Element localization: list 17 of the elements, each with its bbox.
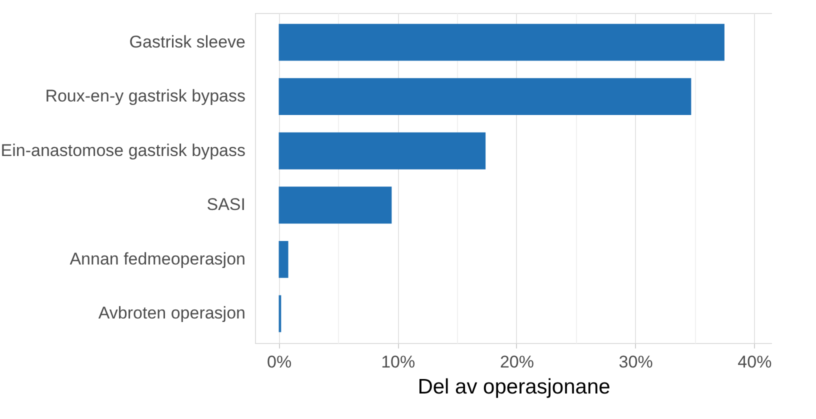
x-axis-title: Del av operasjonane (418, 376, 610, 398)
y-tick-label: Ein-anastomose gastrisk bypass (0, 140, 246, 160)
y-tick-label: SASI (206, 195, 246, 214)
bar (278, 240, 288, 278)
y-tick-label: Avbroten operasjon (98, 304, 246, 323)
y-tick-label: Annan fedmeoperasjon (70, 249, 246, 268)
x-tick-label: 10% (381, 352, 416, 372)
bar (278, 24, 724, 61)
x-tick-label: 20% (500, 352, 534, 372)
x-tick-label: 40% (738, 352, 772, 372)
y-tick-label: Roux-en-y gastrisk bypass (45, 86, 246, 106)
y-tick-label: Gastrisk sleeve (129, 32, 246, 52)
x-tick-label: 0% (266, 352, 292, 372)
bar (278, 186, 392, 224)
bar (278, 78, 692, 116)
bar (278, 132, 486, 170)
x-tick-label: 30% (618, 352, 653, 372)
